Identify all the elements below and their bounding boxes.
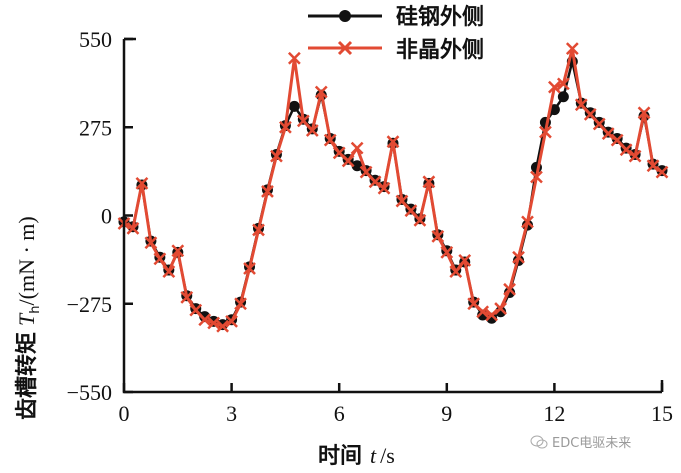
axes: −550 −275 0 275 550 0 3 6 9 12 15 — [67, 27, 673, 426]
circle-marker-icon — [339, 10, 351, 22]
data-point-amorphous — [422, 175, 436, 189]
x-tick-label: 6 — [334, 401, 345, 426]
data-point-amorphous — [135, 177, 149, 190]
data-point-amorphous — [234, 297, 247, 311]
data-point-amorphous — [413, 213, 427, 227]
data-point-amorphous — [261, 185, 274, 198]
data-point-amorphous — [539, 125, 552, 139]
data-point-amorphous — [162, 265, 176, 279]
data-point-amorphous — [225, 315, 238, 328]
legend: 硅钢外侧 非晶外侧 — [308, 4, 484, 63]
data-point-amorphous — [565, 42, 579, 56]
data-point-amorphous — [386, 135, 400, 149]
data-point-amorphous — [180, 290, 194, 304]
data-point-amorphous — [449, 265, 463, 279]
x-tick-label: 12 — [543, 401, 565, 426]
data-point-amorphous — [601, 127, 615, 141]
data-point-amorphous — [153, 252, 167, 266]
data-point-amorphous — [431, 229, 445, 243]
data-point-amorphous — [243, 262, 256, 275]
watermark-text: EDC电驱未来 — [552, 436, 632, 451]
y-tick-label: 275 — [79, 115, 112, 140]
data-point-amorphous — [144, 236, 158, 250]
data-point-amorphous — [655, 165, 669, 179]
data-point-amorphous — [395, 194, 409, 208]
data-point-amorphous — [476, 305, 490, 319]
data-point-amorphous — [368, 175, 382, 189]
data-point-amorphous — [530, 170, 543, 184]
svg-text:齿槽转矩Th/(mN · m): 齿槽转矩Th/(mN · m) — [14, 216, 43, 420]
watermark: EDC电驱未来 — [530, 432, 631, 451]
data-point-amorphous — [610, 133, 624, 147]
wechat-icon — [530, 435, 548, 448]
legend-label-silicon: 硅钢外侧 — [396, 4, 484, 30]
data-point-amorphous — [548, 80, 561, 94]
data-point-amorphous — [494, 302, 507, 315]
data-point-amorphous — [646, 159, 660, 173]
data-point-amorphous — [556, 77, 570, 91]
data-point-amorphous — [583, 108, 597, 121]
data-point-amorphous — [485, 308, 499, 322]
svg-text:时间t/s: 时间 t/s — [318, 443, 395, 469]
data-point-amorphous — [377, 181, 391, 195]
data-point-amorphous — [628, 149, 642, 163]
data-point-amorphous — [216, 319, 230, 333]
data-point-amorphous — [252, 223, 265, 237]
x-tick-label: 15 — [651, 401, 673, 426]
data-point-amorphous — [126, 221, 140, 235]
data-point-silicon — [288, 100, 300, 112]
x-tick-label: 9 — [441, 401, 452, 426]
legend-item-silicon-steel: 硅钢外侧 — [308, 4, 484, 30]
data-point-amorphous — [503, 282, 516, 296]
series-line-amorphous — [123, 47, 663, 328]
data-point-amorphous — [296, 114, 310, 128]
data-point-amorphous — [305, 124, 319, 137]
data-point-amorphous — [323, 133, 337, 147]
data-point-amorphous — [458, 254, 472, 267]
data-point-silicon — [351, 160, 363, 172]
data-point-amorphous — [189, 303, 203, 317]
data-point-amorphous — [619, 143, 633, 157]
data-point-amorphous — [512, 250, 525, 264]
x-marker-icon — [337, 40, 353, 56]
y-tick-label: 550 — [79, 27, 112, 52]
legend-item-amorphous: 非晶外侧 — [308, 37, 484, 63]
data-point-amorphous — [287, 51, 301, 65]
data-point-amorphous — [574, 98, 588, 112]
plot-area — [117, 42, 669, 333]
data-point-amorphous — [592, 117, 606, 131]
axis-lines — [122, 39, 662, 394]
data-point-silicon — [557, 91, 569, 103]
legend-label-amorphous: 非晶外侧 — [396, 37, 484, 63]
data-point-amorphous — [314, 85, 328, 99]
y-axis-title: 齿槽转矩Th/(mN · m) — [14, 216, 43, 420]
x-axis-title: 时间 t/s — [318, 443, 395, 469]
data-point-amorphous — [359, 165, 373, 179]
data-point-amorphous — [440, 246, 454, 259]
data-point-amorphous — [171, 244, 185, 258]
data-point-amorphous — [207, 316, 221, 330]
x-tick-label: 0 — [119, 401, 130, 426]
y-tick-label: −275 — [67, 292, 112, 317]
data-point-amorphous — [279, 120, 292, 134]
x-tick-label: 3 — [226, 401, 237, 426]
data-point-amorphous — [270, 149, 283, 163]
data-point-amorphous — [198, 313, 212, 327]
y-tick-label: 0 — [101, 204, 112, 229]
data-point-amorphous — [637, 106, 651, 120]
data-point-amorphous — [350, 141, 364, 155]
data-point-amorphous — [404, 204, 418, 218]
data-point-amorphous — [341, 154, 355, 168]
y-tick-label: −550 — [67, 380, 112, 405]
data-point-amorphous — [521, 215, 534, 229]
